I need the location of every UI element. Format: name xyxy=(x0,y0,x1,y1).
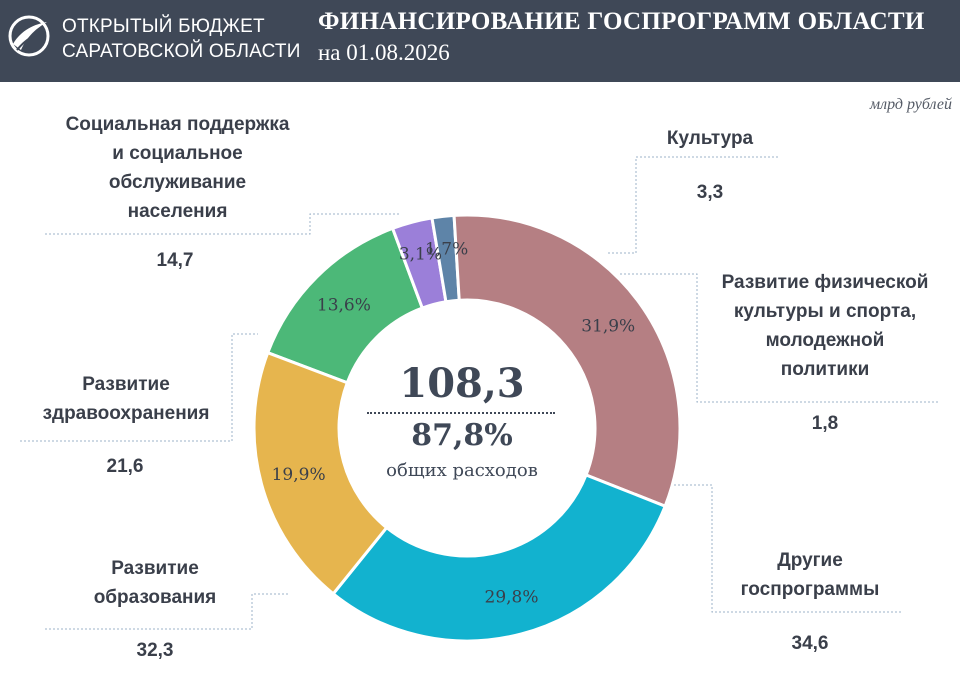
center-total: 108,3 xyxy=(399,360,525,407)
slice-other xyxy=(452,213,682,509)
value-social: 14,7 xyxy=(156,250,194,271)
label-sport: Развитие физической культуры и спорта, м… xyxy=(721,272,929,380)
slice-education xyxy=(331,473,668,643)
value-education: 32,3 xyxy=(136,640,174,661)
label-culture: Культура xyxy=(666,128,754,149)
page-subtitle: на 01.08.2026 xyxy=(318,40,450,65)
org-name: ОТКРЫТЫЙ БЮДЖЕТ САРАТОВСКОЙ ОБЛАСТИ xyxy=(62,14,301,64)
slice-health xyxy=(252,350,389,596)
percent-label-sport: 1,7% xyxy=(425,240,468,260)
label-health: Развитие здравоохранения xyxy=(42,374,210,424)
org-name-line1: ОТКРЫТЫЙ БЮДЖЕТ xyxy=(62,16,265,37)
value-other: 34,6 xyxy=(791,633,829,654)
org-name-line2: САРАТОВСКОЙ ОБЛАСТИ xyxy=(62,41,301,62)
center-caption: общих расходов xyxy=(386,460,538,481)
header-bar: ОТКРЫТЫЙ БЮДЖЕТ САРАТОВСКОЙ ОБЛАСТИ ФИНА… xyxy=(0,0,960,82)
center-share: 87,8% xyxy=(411,418,513,453)
percent-label-social: 13,6% xyxy=(317,295,371,315)
label-education: Развитие образования xyxy=(93,558,217,608)
page-title: ФИНАНСИРОВАНИЕ ГОСПРОГРАММ ОБЛАСТИ xyxy=(318,8,925,35)
value-culture: 3,3 xyxy=(696,182,724,203)
budget-logo-icon xyxy=(8,15,50,57)
label-other: Другие госпрограммы xyxy=(740,550,880,600)
percent-label-health: 19,9% xyxy=(272,465,326,485)
percent-label-other: 31,9% xyxy=(581,316,635,336)
value-health: 21,6 xyxy=(106,456,144,477)
leader-lines xyxy=(20,156,940,630)
center-divider xyxy=(367,412,555,414)
percent-label-education: 29,8% xyxy=(485,588,539,608)
unit-label: млрд рублей xyxy=(869,96,952,113)
percent-label-culture: 3,1% xyxy=(399,245,442,265)
value-sport: 1,8 xyxy=(811,413,839,434)
label-social: Социальная поддержка и социальное обслуж… xyxy=(65,114,290,222)
